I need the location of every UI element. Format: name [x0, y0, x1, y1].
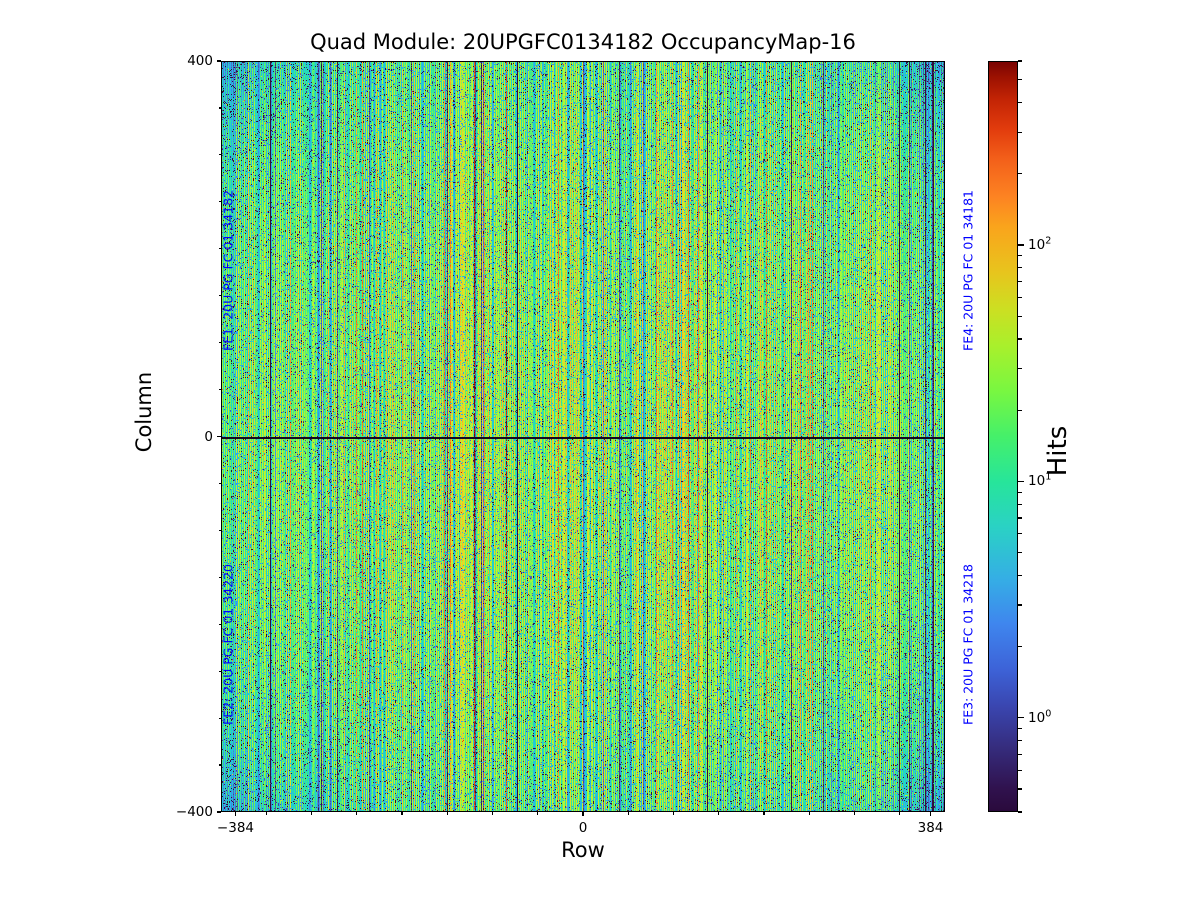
y-axis-minor-tick	[218, 248, 221, 250]
colorbar-minor-tick	[1018, 491, 1022, 493]
colorbar-gradient	[988, 61, 1018, 812]
y-axis-title-wrap: Column	[64, 372, 224, 452]
x-axis-tick	[234, 812, 237, 816]
x-axis-minor-tick	[401, 812, 403, 815]
x-axis-title: Row	[561, 838, 605, 862]
colorbar-minor-tick	[1018, 769, 1022, 771]
x-axis-minor-tick	[265, 812, 267, 815]
y-axis-minor-tick	[218, 482, 221, 485]
y-axis-minor-tick	[218, 576, 221, 578]
colorbar-minor-tick	[1018, 533, 1022, 535]
colorbar: 100 101 102	[988, 60, 1051, 813]
colorbar-minor-tick	[1018, 131, 1022, 133]
colorbar-minor-tick	[1018, 102, 1022, 104]
x-axis-minor-tick	[310, 812, 313, 815]
y-axis-minor-tick	[218, 717, 221, 719]
y-axis-title: Column	[132, 371, 156, 453]
y-axis-tick	[217, 435, 221, 438]
y-axis-minor-tick	[218, 201, 221, 203]
x-axis-minor-tick	[672, 812, 675, 815]
colorbar-minor-tick	[1018, 281, 1022, 283]
fe1-label: FE1: 20U PG FC 01 34182	[220, 190, 236, 351]
y-axis-minor-tick	[218, 670, 221, 672]
colorbar-minor-tick	[1018, 574, 1022, 577]
colorbar-tick-label: 101	[1028, 471, 1052, 490]
y-axis-minor-tick	[218, 529, 221, 531]
colorbar-minor-tick	[1018, 740, 1022, 742]
colorbar-minor-tick	[1018, 79, 1022, 81]
x-axis-minor-tick	[356, 812, 358, 815]
y-axis-minor-tick	[218, 764, 221, 766]
colorbar-major-tick	[1018, 717, 1024, 719]
colorbar-minor-tick	[1018, 503, 1022, 505]
colorbar-minor-tick	[1018, 604, 1022, 606]
x-axis-tick	[929, 812, 932, 816]
y-axis-minor-tick	[218, 295, 221, 297]
colorbar-minor-tick	[1018, 267, 1022, 269]
colorbar-minor-tick	[1018, 409, 1022, 411]
x-axis-minor-tick	[853, 812, 856, 815]
y-axis-tick-label: 0	[204, 428, 213, 445]
colorbar-minor-tick	[1018, 811, 1022, 813]
colorbar-tick-label: 102	[1028, 235, 1052, 253]
y-axis-tick	[217, 60, 221, 62]
colorbar-minor-tick	[1018, 296, 1022, 299]
x-axis-minor-tick	[537, 812, 539, 815]
x-axis-tick	[582, 812, 584, 816]
colorbar-minor-tick	[1018, 173, 1022, 175]
y-axis-minor-tick	[218, 342, 221, 344]
colorbar-minor-tick	[1018, 255, 1022, 257]
x-axis-minor-tick	[491, 812, 494, 815]
x-axis-tick-label: −384	[216, 820, 255, 836]
colorbar-minor-tick	[1018, 338, 1022, 340]
colorbar-minor-tick	[1018, 517, 1022, 519]
y-axis-minor-tick	[218, 154, 221, 156]
x-axis-minor-tick	[899, 812, 901, 815]
x-axis-minor-tick	[627, 812, 629, 815]
fe3-label: FE3: 20U PG FC 01 34218	[960, 564, 976, 725]
colorbar-major-tick	[1018, 244, 1024, 246]
y-axis-tick-label: −400	[175, 804, 213, 820]
heatmap-axes	[221, 61, 945, 812]
page-title: Quad Module: 20UPGFC0134182 OccupancyMap…	[310, 30, 856, 54]
colorbar-tick-label: 100	[1028, 708, 1052, 726]
colorbar-title: Hits	[1043, 425, 1073, 477]
fe4-label: FE4: 20U PG FC 01 34181	[960, 190, 976, 351]
colorbar-minor-tick	[1018, 368, 1022, 370]
colorbar-minor-tick	[1018, 315, 1022, 317]
y-axis-tick	[217, 811, 221, 813]
x-axis-minor-tick	[763, 812, 765, 815]
x-axis-tick-label: 0	[578, 820, 588, 836]
colorbar-minor-tick	[1018, 60, 1022, 62]
colorbar-minor-tick	[1018, 646, 1022, 648]
x-axis-minor-tick	[718, 812, 720, 815]
y-axis-minor-tick	[218, 107, 221, 109]
y-axis-tick-label: 400	[187, 53, 213, 69]
colorbar-minor-tick	[1018, 728, 1022, 730]
occupancy-heatmap-canvas	[222, 62, 944, 811]
fe2-label: FE2: 20U PG FC 01 34220	[220, 564, 236, 725]
y-axis-minor-tick	[218, 623, 221, 625]
colorbar-minor-tick	[1018, 552, 1022, 554]
y-axis-minor-tick	[218, 388, 221, 391]
colorbar-minor-tick	[1018, 753, 1022, 756]
x-axis-minor-tick	[446, 812, 448, 815]
x-axis-minor-tick	[808, 812, 810, 815]
x-axis-tick-label: 384	[917, 820, 944, 836]
colorbar-major-tick	[1018, 480, 1024, 483]
colorbar-minor-tick	[1018, 788, 1022, 790]
